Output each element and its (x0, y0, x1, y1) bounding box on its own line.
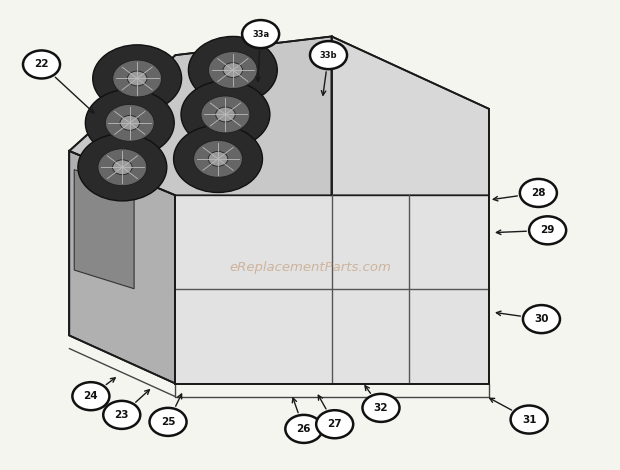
Text: 23: 23 (115, 410, 129, 420)
Circle shape (73, 382, 109, 410)
Text: 32: 32 (374, 403, 388, 413)
Circle shape (113, 160, 132, 175)
Circle shape (86, 89, 174, 157)
Circle shape (511, 406, 547, 433)
Circle shape (93, 45, 182, 112)
Circle shape (181, 81, 270, 148)
Circle shape (127, 71, 147, 86)
Circle shape (363, 394, 399, 422)
Circle shape (529, 216, 566, 244)
Text: 31: 31 (522, 415, 536, 424)
Circle shape (208, 151, 228, 166)
Text: 28: 28 (531, 188, 546, 198)
Circle shape (216, 107, 235, 122)
Circle shape (78, 133, 167, 201)
Circle shape (188, 37, 277, 104)
Circle shape (242, 20, 279, 48)
Circle shape (223, 63, 242, 78)
Circle shape (174, 125, 262, 193)
Circle shape (149, 408, 187, 436)
Circle shape (193, 141, 242, 177)
Circle shape (120, 116, 140, 130)
Circle shape (316, 410, 353, 438)
Circle shape (285, 415, 322, 443)
Circle shape (113, 60, 162, 97)
Circle shape (208, 52, 257, 88)
Text: 24: 24 (84, 391, 98, 401)
Text: 30: 30 (534, 314, 549, 324)
Circle shape (310, 41, 347, 69)
Circle shape (104, 401, 140, 429)
Polygon shape (332, 37, 489, 196)
Polygon shape (175, 196, 489, 384)
Polygon shape (69, 37, 332, 196)
Text: eReplacementParts.com: eReplacementParts.com (229, 261, 391, 274)
Polygon shape (69, 151, 175, 384)
Text: 22: 22 (34, 60, 49, 70)
Text: 26: 26 (296, 424, 311, 434)
Text: 27: 27 (327, 419, 342, 429)
Polygon shape (74, 170, 134, 289)
Circle shape (105, 104, 154, 141)
Text: 33b: 33b (320, 51, 337, 60)
Text: 33a: 33a (252, 30, 269, 39)
Circle shape (523, 305, 560, 333)
Text: 29: 29 (541, 225, 555, 235)
Circle shape (23, 50, 60, 78)
Circle shape (98, 149, 147, 186)
Circle shape (520, 179, 557, 207)
Text: 25: 25 (161, 417, 175, 427)
Circle shape (201, 96, 250, 133)
